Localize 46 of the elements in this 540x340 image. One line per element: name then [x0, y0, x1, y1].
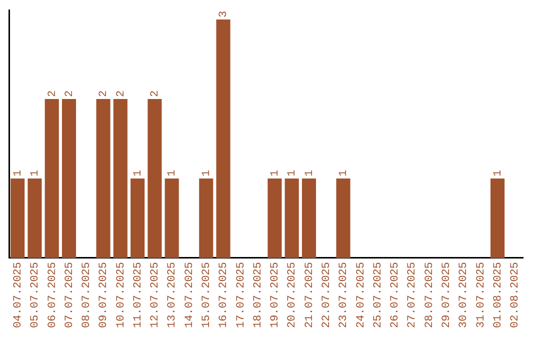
x-tick-label: 31.07.2025	[475, 262, 488, 328]
x-tick-label: 01.08.2025	[492, 262, 504, 328]
data-label: 1	[166, 170, 179, 177]
x-tick-label: 23.07.2025	[338, 262, 350, 328]
x-tick-label: 29.07.2025	[441, 262, 454, 328]
data-label: 2	[98, 90, 110, 98]
x-tick-label: 18.07.2025	[252, 262, 264, 328]
x-tick-label: 28.07.2025	[424, 262, 436, 328]
data-label: 1	[30, 170, 42, 177]
data-label: 2	[64, 90, 76, 98]
data-label: 1	[12, 170, 24, 177]
x-tick-label: 04.07.2025	[12, 262, 24, 328]
x-tick-label: 25.07.2025	[372, 262, 384, 328]
x-tick-label: 27.07.2025	[406, 262, 419, 328]
x-tick-label: 24.07.2025	[355, 262, 368, 328]
x-tick-label: 06.07.2025	[46, 262, 59, 328]
x-tick-label: 09.07.2025	[98, 262, 110, 328]
x-tick-label: 14.07.2025	[184, 262, 196, 328]
data-label: 1	[270, 170, 282, 177]
data-label: 2	[150, 90, 162, 98]
x-tick-label: 11.07.2025	[132, 262, 144, 328]
x-tick-label: 30.07.2025	[458, 262, 470, 328]
x-tick-label: 08.07.2025	[81, 262, 94, 328]
x-tick-label: 22.07.2025	[321, 262, 334, 328]
data-label: 3	[218, 10, 230, 18]
data-label: 2	[46, 90, 59, 98]
data-label: 1	[132, 170, 144, 177]
x-tick-label: 21.07.2025	[304, 262, 316, 328]
data-label: 1	[338, 170, 350, 177]
data-label: 2	[115, 90, 128, 98]
x-tick-label: 07.07.2025	[64, 262, 76, 328]
x-tick-label: 17.07.2025	[235, 262, 248, 328]
x-tick-label: 16.07.2025	[218, 262, 230, 328]
x-tick-label: 05.07.2025	[30, 262, 42, 328]
x-tick-label: 20.07.2025	[286, 262, 299, 328]
x-tick-label: 12.07.2025	[150, 262, 162, 328]
x-tick-label: 26.07.2025	[390, 262, 402, 328]
x-tick-label: 02.08.2025	[510, 262, 522, 328]
data-label: 1	[492, 170, 504, 177]
data-label: 1	[201, 170, 214, 177]
x-tick-label: 10.07.2025	[115, 262, 128, 328]
x-tick-label: 13.07.2025	[166, 262, 179, 328]
data-label: 1	[286, 170, 299, 177]
x-tick-label: 15.07.2025	[201, 262, 214, 328]
x-tick-label: 19.07.2025	[270, 262, 282, 328]
data-label: 1	[304, 170, 316, 177]
